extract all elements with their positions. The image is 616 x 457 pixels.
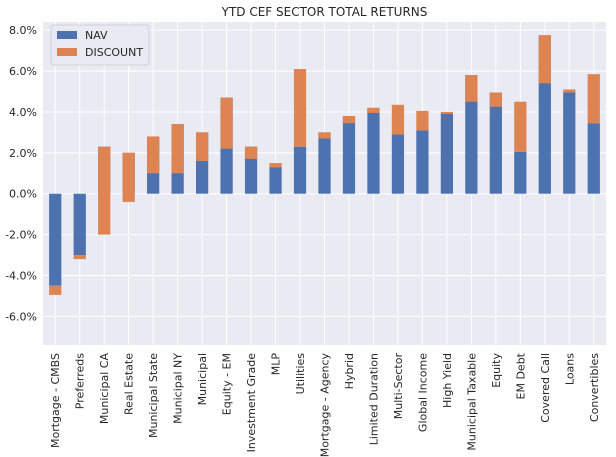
x-tick-label: Mortgage - Agency [319, 353, 332, 457]
x-tick-label: EM Debt [514, 352, 527, 399]
bar-nav [465, 75, 478, 194]
bar-nav [293, 146, 307, 194]
bar-discount [195, 132, 209, 162]
legend: NAV DISCOUNT [50, 24, 150, 66]
y-tick-label: 2.0% [9, 147, 37, 160]
bar-nav [318, 132, 331, 194]
x-tick-label: Municipal State [147, 353, 160, 438]
x-tick-label: Global Income [416, 353, 429, 432]
bar-discount [563, 89, 576, 93]
x-tick-label: Equity [490, 353, 503, 388]
bar-nav [342, 116, 356, 194]
bar-discount [367, 107, 380, 113]
y-tick-label: -6.0% [5, 310, 37, 323]
bar-discount [269, 163, 282, 168]
x-tick-label: MLP [270, 353, 283, 376]
bar-discount [318, 132, 331, 139]
x-tick-label: Municipal NY [172, 353, 185, 424]
y-tick-label: 4.0% [9, 106, 37, 119]
bar-nav [563, 92, 576, 194]
bar-discount [440, 111, 454, 114]
bar-discount [49, 285, 62, 295]
x-tick-label: Limited Duration [367, 353, 380, 445]
y-axis-ticks: -6.0% -4.0% -2.0% 0.0% 2.0% 4.0% 6.0% 8.0% [5, 24, 37, 323]
legend-label-nav: NAV [85, 29, 108, 42]
x-tick-label: Mortgage - CMBS [49, 353, 62, 448]
legend-swatch-nav [57, 31, 77, 39]
y-tick-label: -4.0% [5, 269, 37, 282]
bar-nav [489, 92, 502, 194]
bar-nav [514, 151, 527, 194]
bars [49, 35, 600, 295]
x-tick-label: Multi-Sector [392, 353, 405, 420]
x-tick-label: Municipal [196, 353, 209, 405]
bar-discount [147, 136, 160, 174]
bar-discount [171, 124, 184, 174]
bar-nav [391, 134, 405, 194]
y-tick-label: -2.0% [5, 229, 37, 242]
legend-swatch-discount [57, 48, 77, 56]
bar-nav [367, 107, 380, 194]
y-tick-label: 8.0% [9, 24, 37, 37]
bar-nav [49, 193, 62, 286]
bar-nav [587, 123, 600, 194]
x-tick-label: Preferreds [74, 353, 87, 409]
legend-label-discount: DISCOUNT [85, 46, 143, 59]
x-tick-label: Equity - EM [221, 353, 234, 415]
x-tick-label: Municipal Taxable [465, 353, 478, 451]
x-tick-label: Investment Grade [245, 353, 258, 453]
bar-discount [293, 69, 307, 147]
x-tick-label: Hybrid [343, 353, 356, 389]
x-tick-label: High Yield [441, 353, 454, 408]
bar-nav [440, 113, 454, 194]
x-tick-label: Municipal CA [98, 353, 111, 425]
bar-discount [538, 35, 551, 84]
bar-discount [514, 101, 527, 152]
bar-discount [122, 152, 135, 202]
x-tick-label: Loans [563, 353, 576, 385]
bar-discount [587, 74, 600, 124]
bar-discount [391, 104, 405, 135]
bar-discount [489, 92, 502, 107]
bar-discount [416, 110, 429, 131]
y-tick-label: 0.0% [9, 188, 37, 201]
x-tick-label: Utilities [294, 353, 307, 395]
bar-discount [342, 116, 356, 124]
chart-title: YTD CEF SECTOR TOTAL RETURNS [221, 5, 428, 19]
bar-discount [73, 255, 86, 260]
bar-discount [244, 146, 258, 159]
bar-discount [465, 75, 478, 102]
bar-discount [98, 146, 111, 235]
x-tick-label: Convertibles [588, 353, 601, 422]
bar-nav [416, 130, 429, 194]
bar-nav [73, 193, 86, 256]
bar-discount [220, 97, 233, 149]
bar-nav [269, 167, 282, 194]
x-tick-label: Covered Call [539, 353, 552, 423]
x-tick-label: Real Estate [123, 353, 136, 415]
y-tick-label: 6.0% [9, 65, 37, 78]
x-axis-ticks: Mortgage - CMBS Preferreds Municipal CA Rea… [49, 352, 601, 457]
